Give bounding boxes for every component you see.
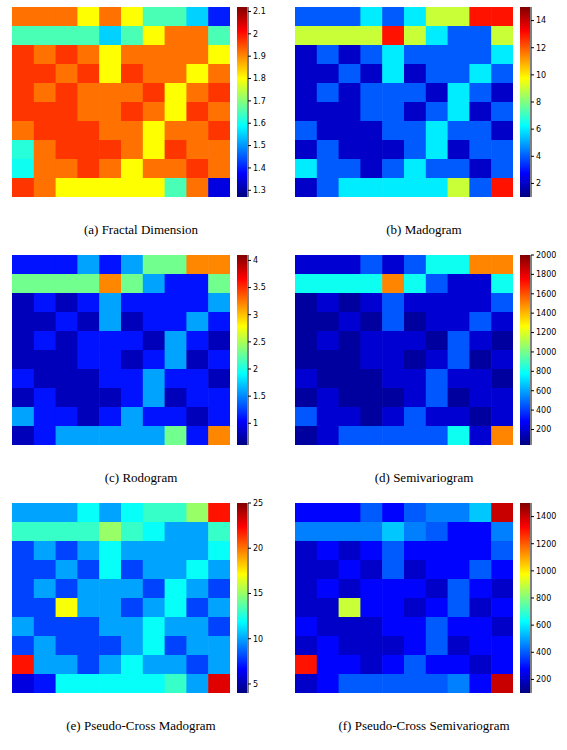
svg-text:6: 6 — [536, 125, 541, 134]
svg-text:2: 2 — [253, 365, 258, 374]
html-text:(a) Fractal Dimension: (a) Fractal Dimension — [84, 222, 198, 237]
svg-text:3: 3 — [253, 311, 258, 320]
svg-text:25: 25 — [253, 499, 263, 508]
svg-text:1.5: 1.5 — [253, 141, 266, 150]
svg-text:1.6: 1.6 — [253, 119, 266, 128]
svg-text:400: 400 — [536, 648, 551, 657]
svg-text:2.5: 2.5 — [253, 338, 266, 347]
svg-text:3.5: 3.5 — [253, 283, 266, 292]
svg-text:1200: 1200 — [536, 540, 556, 549]
svg-text:10: 10 — [253, 635, 263, 644]
svg-text:200: 200 — [536, 425, 551, 434]
svg-text:12: 12 — [536, 44, 546, 53]
svg-text:2: 2 — [253, 30, 258, 39]
svg-text:1.4: 1.4 — [253, 164, 266, 173]
svg-text:15: 15 — [253, 589, 263, 598]
svg-text:1.9: 1.9 — [253, 52, 266, 61]
html-text:(c) Rodogram: (c) Rodogram — [104, 470, 178, 485]
svg-text:1.3: 1.3 — [253, 186, 266, 195]
svg-text:600: 600 — [536, 387, 551, 396]
svg-text:14: 14 — [536, 16, 546, 25]
svg-text:2.1: 2.1 — [253, 7, 266, 16]
html-text:(f) Pseudo-Cross Semivariogram: (f) Pseudo-Cross Semivariogram — [338, 718, 510, 733]
svg-text:800: 800 — [536, 594, 551, 603]
svg-text:1200: 1200 — [536, 328, 556, 337]
svg-text:1000: 1000 — [536, 348, 556, 357]
svg-text:2: 2 — [536, 179, 541, 188]
svg-text:800: 800 — [536, 367, 551, 376]
svg-text:1400: 1400 — [536, 512, 556, 521]
svg-text:1.8: 1.8 — [253, 74, 266, 83]
svg-text:200: 200 — [536, 675, 551, 684]
svg-text:1400: 1400 — [536, 309, 556, 318]
svg-text:600: 600 — [536, 621, 551, 630]
svg-text:1.7: 1.7 — [253, 97, 266, 106]
html-text:(d) Semivariogram: (d) Semivariogram — [374, 470, 474, 485]
html-text:(e) Pseudo-Cross Madogram: (e) Pseudo-Cross Madogram — [66, 718, 216, 733]
svg-text:10: 10 — [536, 71, 546, 80]
svg-text:1: 1 — [253, 419, 258, 428]
svg-text:4: 4 — [536, 152, 541, 161]
svg-text:4: 4 — [253, 256, 258, 265]
svg-text:400: 400 — [536, 406, 551, 415]
svg-text:8: 8 — [536, 98, 541, 107]
html-text:(b) Madogram: (b) Madogram — [386, 222, 462, 237]
svg-text:20: 20 — [253, 544, 263, 553]
svg-text:1800: 1800 — [536, 270, 556, 279]
svg-text:1.5: 1.5 — [253, 392, 266, 401]
svg-text:1600: 1600 — [536, 290, 556, 299]
svg-text:1000: 1000 — [536, 567, 556, 576]
svg-text:2000: 2000 — [536, 251, 556, 260]
svg-text:5: 5 — [253, 680, 258, 689]
